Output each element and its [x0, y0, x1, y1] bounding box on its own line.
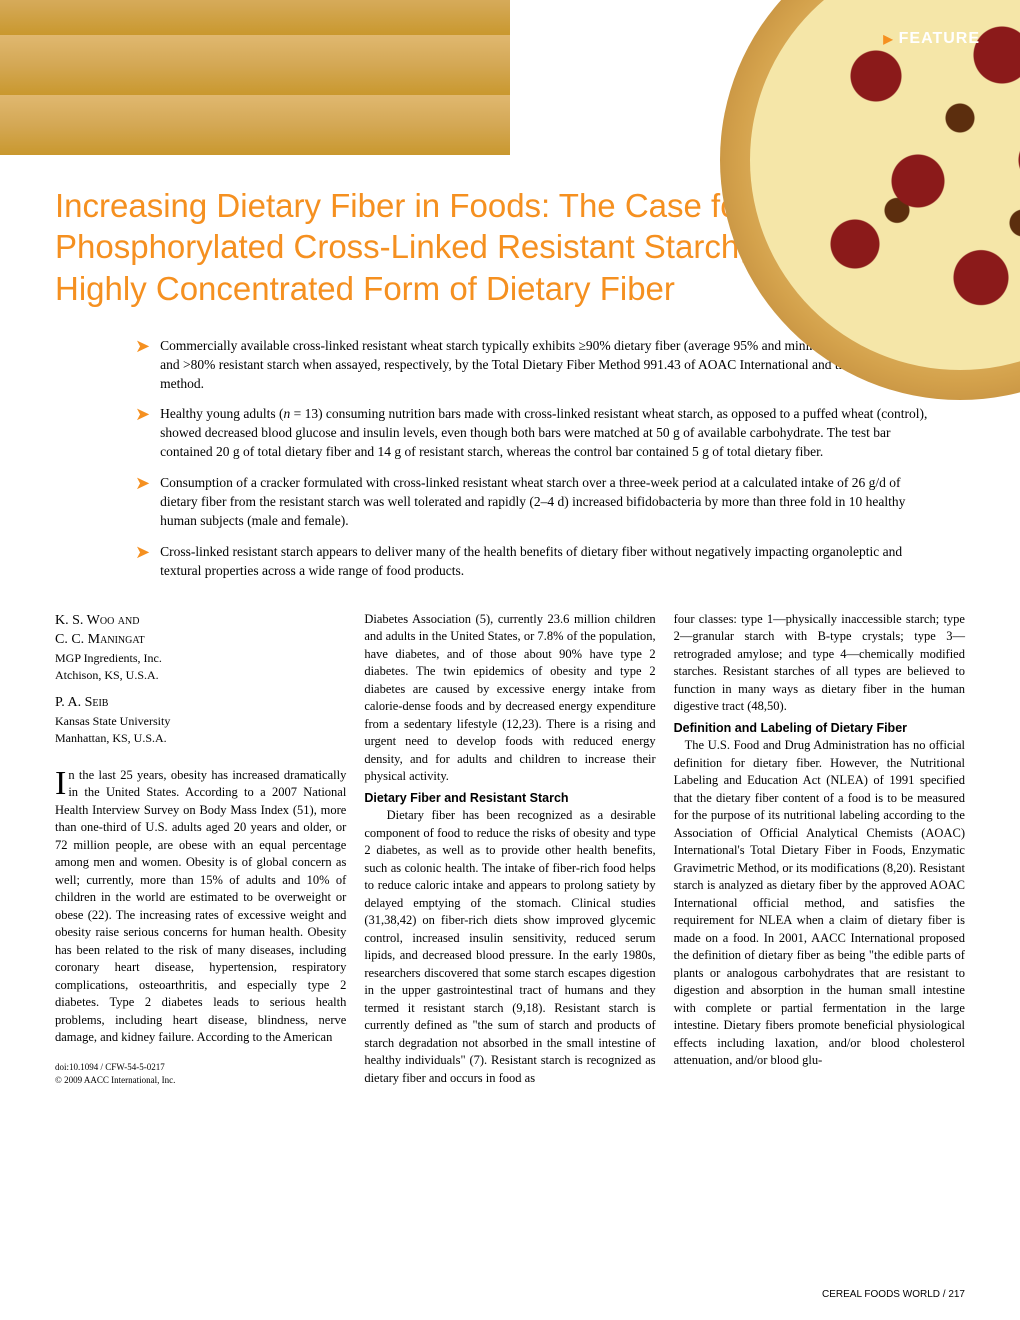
column-1: K. S. Woo and C. C. Maningat MGP Ingredi… [55, 611, 346, 1088]
section-heading: Dietary Fiber and Resistant Starch [364, 790, 655, 808]
arrow-icon: ➤ [135, 337, 150, 394]
feature-tag: FEATURE [883, 30, 980, 48]
author-name: P. A. Seib [55, 693, 346, 713]
arrow-icon: ➤ [135, 405, 150, 462]
bullet-text: Cross-linked resistant starch appears to… [160, 543, 935, 581]
column-3: four classes: type 1—physically inaccess… [674, 611, 965, 1088]
arrow-icon: ➤ [135, 543, 150, 581]
author-name: C. C. Maningat [55, 630, 346, 650]
body-paragraph: The U.S. Food and Drug Administration ha… [674, 737, 965, 1070]
article-title: Increasing Dietary Fiber in Foods: The C… [55, 185, 795, 309]
author-name: K. S. Woo and [55, 611, 346, 631]
doi-block: doi:10.1094 / CFW-54-5-0217 © 2009 AACC … [55, 1061, 346, 1088]
bullet-text: Consumption of a cracker formulated with… [160, 474, 935, 531]
intro-paragraph: In the last 25 years, obesity has increa… [55, 767, 346, 1047]
body-columns: K. S. Woo and C. C. Maningat MGP Ingredi… [55, 611, 965, 1088]
column-2: Diabetes Association (5), currently 23.6… [364, 611, 655, 1088]
bullet-item: ➤ Cross-linked resistant starch appears … [135, 543, 935, 581]
author-affiliation: Kansas State UniversityManhattan, KS, U.… [55, 713, 346, 747]
highlights-list: ➤ Commercially available cross-linked re… [55, 337, 965, 581]
authors-block: K. S. Woo and C. C. Maningat MGP Ingredi… [55, 611, 346, 747]
bullet-item: ➤ Consumption of a cracker formulated wi… [135, 474, 935, 531]
crackers-image [0, 0, 510, 155]
page-footer: CEREAL FOODS WORLD / 217 [822, 1289, 965, 1300]
arrow-icon: ➤ [135, 474, 150, 531]
section-heading: Definition and Labeling of Dietary Fiber [674, 720, 965, 738]
body-paragraph: four classes: type 1—physically inaccess… [674, 611, 965, 716]
author-affiliation: MGP Ingredients, Inc.Atchison, KS, U.S.A… [55, 650, 346, 684]
dropcap: I [55, 770, 66, 799]
body-paragraph: Dietary fiber has been recognized as a d… [364, 807, 655, 1087]
bullet-text: Healthy young adults (n = 13) consuming … [160, 405, 935, 462]
body-paragraph: Diabetes Association (5), currently 23.6… [364, 611, 655, 786]
bullet-item: ➤ Healthy young adults (n = 13) consumin… [135, 405, 935, 462]
